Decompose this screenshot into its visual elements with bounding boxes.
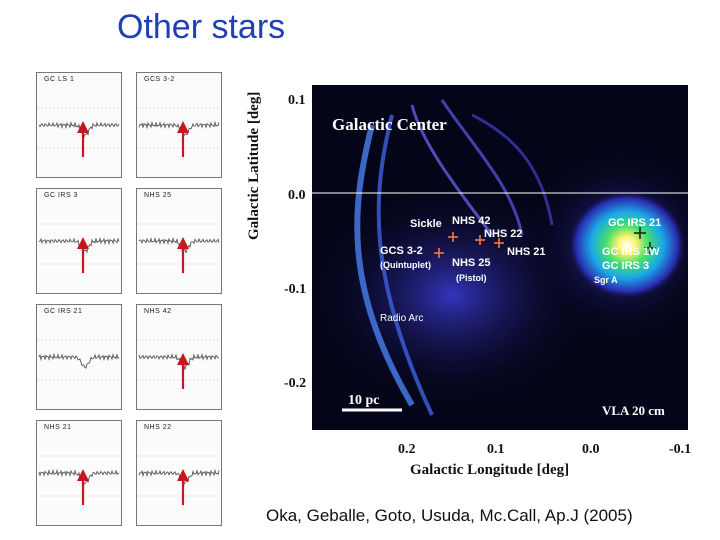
map-y-axis-label: Galactic Latitude [deg] [246,91,262,240]
spectrum-panel: NHS 21 [36,420,122,526]
spectrum-panel-label: GCS 3-2 [144,76,175,83]
source-label: NHS 22 [484,228,523,240]
spectrum-panel: GC IRS 21 [36,304,122,410]
spectrum-trace [137,107,221,157]
spectrum-trace [137,223,221,273]
spectrum-panel-label: NHS 25 [144,192,172,199]
map-y-tick: 0.0 [288,188,306,203]
source-label: Sickle [410,218,442,230]
source-label: Sgr A [594,275,618,285]
map-x-tick: 0.0 [582,442,600,457]
source-label: NHS 25 [452,257,491,269]
spectrum-panel: NHS 22 [136,420,222,526]
source-label: NHS 21 [507,246,546,258]
spectrum-trace [37,455,121,505]
source-label: GC IRS 1W [602,246,660,258]
spectrum-trace [37,339,121,381]
source-label: GC IRS 21 [608,217,662,229]
map-y-tick: 0.1 [288,93,306,108]
spectrum-panel: NHS 42 [136,304,222,410]
spectrum-panel-label: NHS 22 [144,424,172,431]
map-y-tick: -0.1 [284,282,307,297]
map-x-tick: 0.1 [487,442,505,457]
spectrum-panel-label: NHS 42 [144,308,172,315]
spectrum-panel-label: GC IRS 21 [44,308,83,315]
spectrum-trace [37,223,121,273]
spectrum-panel-label: GC LS 1 [44,76,75,83]
spectrum-panel: GCS 3-2 [136,72,222,178]
spectrum-trace [137,339,221,389]
source-label: (Quintuplet) [380,260,431,270]
map-title: Galactic Center [332,115,447,134]
source-label: GC IRS 3 [602,260,650,272]
map-x-tick: -0.1 [669,442,692,457]
spectrum-panel-label: GC IRS 3 [44,192,78,199]
instrument-label: VLA 20 cm [602,403,665,418]
map-x-axis-label: Galactic Longitude [deg] [410,462,570,478]
spectra-grid: GC LS 1 GCS 3-2 GC IRS 3 NHS 25 GC IRS 21 NHS… [36,72,222,536]
spectrum-panel: GC LS 1 [36,72,122,178]
spectrum-panel: GC IRS 3 [36,188,122,294]
spectrum-panel: NHS 25 [136,188,222,294]
map-x-tick: 0.2 [398,442,416,457]
source-label: (Pistol) [456,273,487,283]
scale-bar-label: 10 pc [348,393,380,408]
source-label: GCS 3-2 [380,245,423,257]
map-y-tick: -0.2 [284,376,307,391]
radio-emission-image [312,85,688,430]
spectrum-panel-label: NHS 21 [44,424,72,431]
source-label: Radio Arc [380,313,424,324]
source-label: NHS 42 [452,215,491,227]
citation: Oka, Geballe, Goto, Usuda, Mc.Call, Ap.J… [266,506,633,525]
galactic-center-radio-map: Galactic Center Sickle NHS 42 NHS 22 GCS… [312,85,688,430]
slide-title: Other stars [117,8,286,46]
spectrum-trace [137,455,221,505]
spectrum-trace [37,107,121,157]
